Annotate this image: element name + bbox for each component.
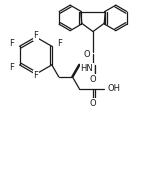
Text: F: F xyxy=(57,39,62,48)
Text: OH: OH xyxy=(108,84,121,93)
Text: F: F xyxy=(10,39,15,48)
Text: HN: HN xyxy=(80,64,93,73)
Text: F: F xyxy=(33,31,38,40)
Text: O: O xyxy=(83,50,90,59)
Text: O: O xyxy=(90,99,96,108)
Text: F: F xyxy=(33,71,38,80)
Text: O: O xyxy=(90,75,96,84)
Text: F: F xyxy=(10,63,15,72)
